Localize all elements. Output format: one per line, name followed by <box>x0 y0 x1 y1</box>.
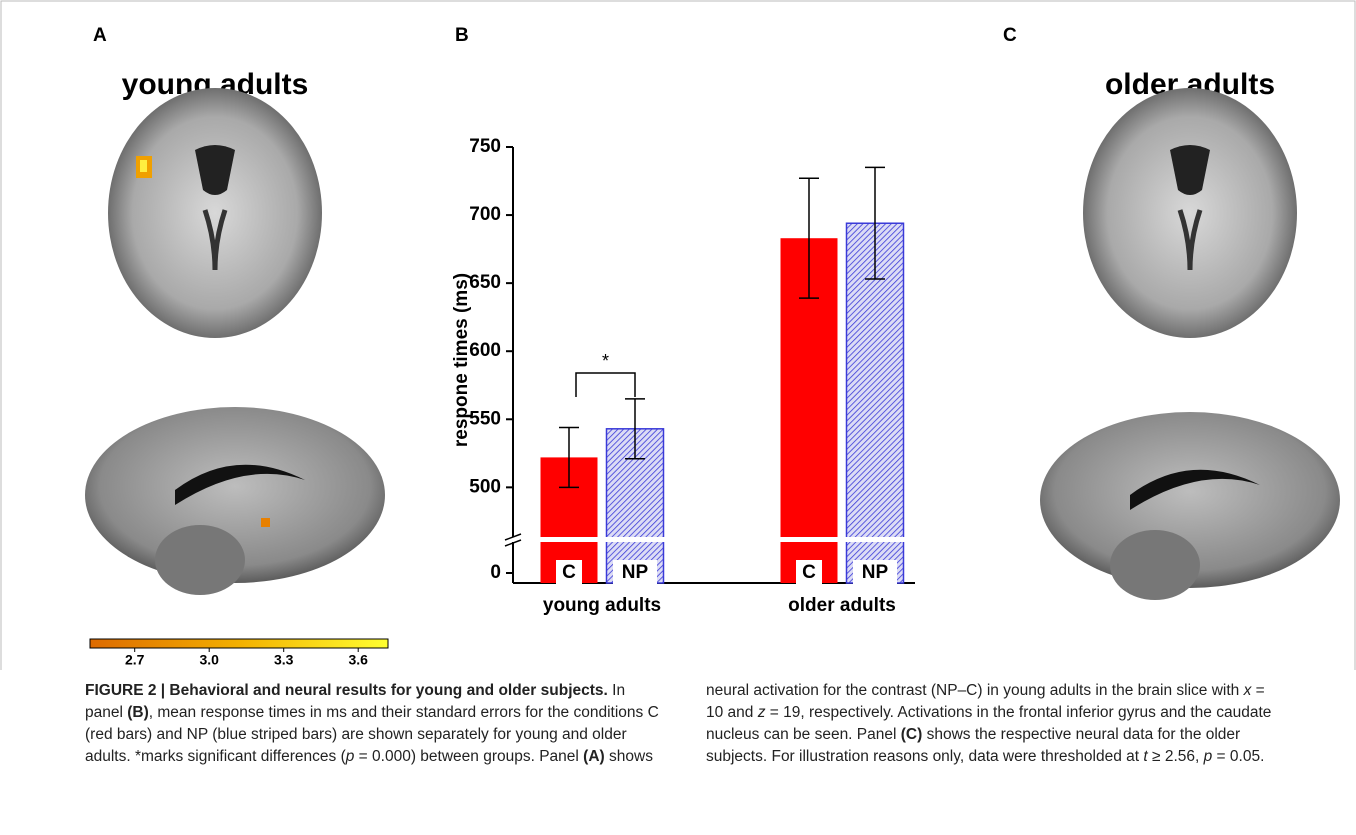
caption-var: p <box>1204 748 1213 765</box>
y-tick-label: 0 <box>490 562 501 583</box>
bar-label: NP <box>862 562 889 583</box>
y-tick-label: 500 <box>469 476 501 497</box>
caption-title: FIGURE 2 | Behavioral and neural results… <box>85 682 608 699</box>
panel-label: C <box>1003 25 1017 46</box>
page: {"panels": {"a": "A", "b": "B", "c": "C"… <box>0 0 1356 835</box>
bar-label: C <box>802 562 816 583</box>
colorbar-tick-label: 2.7 <box>125 652 145 668</box>
caption-ref: (C) <box>901 726 923 743</box>
bar-label: NP <box>622 562 649 583</box>
significance-bracket <box>576 373 635 397</box>
colorbar-tick-label: 3.6 <box>348 652 368 668</box>
figure: A B C young adults older adults respone … <box>0 0 1356 670</box>
significance-marker: * <box>602 351 609 371</box>
brain-sagittal-young <box>85 407 385 595</box>
y-tick-label: 600 <box>469 340 501 361</box>
caption-ref: (A) <box>583 748 605 765</box>
y-tick-label: 550 <box>469 408 501 429</box>
panel-label: B <box>455 25 469 46</box>
colorbar <box>90 639 388 648</box>
caption-text: ≥ 2.56, <box>1148 748 1204 765</box>
brain-axial-older <box>1083 88 1297 338</box>
y-tick-label: 650 <box>469 272 501 293</box>
caption: FIGURE 2 | Behavioral and neural results… <box>85 680 1285 768</box>
brain-axial-young <box>108 88 322 338</box>
y-tick-label: 750 <box>469 136 501 157</box>
caption-ref: (B) <box>127 704 149 721</box>
colorbar-tick-label: 3.0 <box>199 652 219 668</box>
panel-label: A <box>93 25 107 46</box>
colorbar-tick-label: 3.3 <box>274 652 294 668</box>
x-tick-label: older adults <box>788 595 896 616</box>
bar-label: C <box>562 562 576 583</box>
y-tick-label: 700 <box>469 204 501 225</box>
axis-break-gap <box>503 537 913 542</box>
caption-text: = 0.05. <box>1212 748 1264 765</box>
caption-text: = 0.000) between groups. Panel <box>354 748 583 765</box>
brain-sagittal-older <box>1040 412 1340 600</box>
x-tick-label: young adults <box>543 595 661 616</box>
